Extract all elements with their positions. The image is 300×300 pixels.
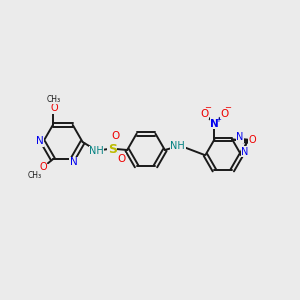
Text: O: O (39, 162, 47, 172)
Text: S: S (108, 142, 117, 155)
Text: N: N (70, 157, 78, 167)
Text: O: O (117, 154, 125, 164)
Text: −: − (224, 103, 231, 112)
Text: O: O (220, 109, 228, 119)
Text: N: N (210, 119, 219, 129)
Text: NH: NH (89, 146, 104, 156)
Text: NH: NH (170, 141, 185, 151)
Text: O: O (50, 103, 58, 113)
Text: O: O (200, 109, 208, 119)
Text: N: N (236, 132, 244, 142)
Text: CH₃: CH₃ (28, 171, 42, 180)
Text: O: O (248, 135, 256, 145)
Text: O: O (111, 131, 119, 141)
Text: N: N (241, 147, 249, 157)
Text: −: − (204, 103, 211, 112)
Text: +: + (215, 117, 221, 123)
Text: N: N (36, 136, 44, 146)
Text: CH₃: CH₃ (47, 95, 61, 104)
